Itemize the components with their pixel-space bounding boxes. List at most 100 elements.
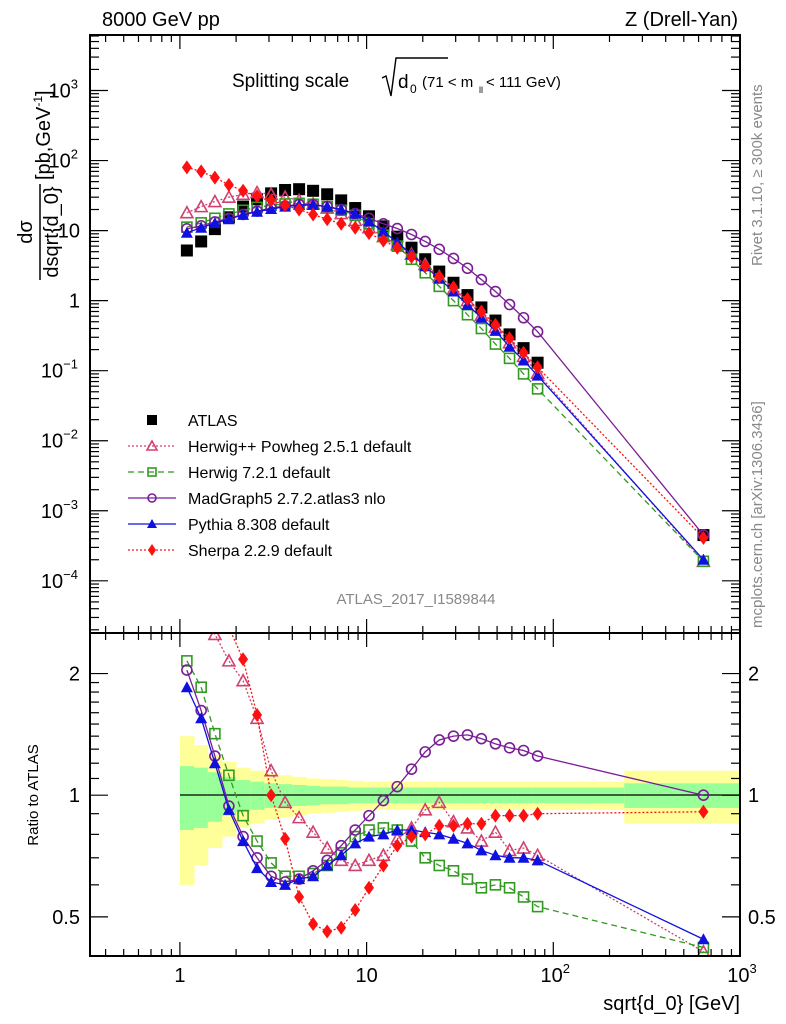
ylabel-unit: [pb,GeV-1]: [31, 90, 55, 180]
main-data-point: [322, 212, 333, 227]
main-data-point: [209, 170, 220, 185]
sqrt-symbol: [381, 57, 448, 97]
xtick-label: 103: [727, 961, 756, 987]
ratio-data-point: [461, 729, 474, 741]
ratio-data-point: [406, 829, 417, 844]
plot-title: Splitting scale: [232, 71, 349, 92]
main-data-point: [434, 269, 445, 284]
ratio-data-point: [363, 880, 374, 895]
title-tail: (71 < m: [422, 74, 473, 91]
main-data-point: [223, 177, 234, 192]
ratio-series-line: [213, 633, 704, 953]
ratio-data-point: [378, 858, 389, 873]
ratio-ytick-label-right: 0.5: [748, 907, 776, 929]
legend-marker: [147, 467, 157, 477]
main-data-point: [321, 188, 334, 201]
main-data-point: [207, 193, 223, 208]
ratio-data-point: [531, 854, 544, 866]
main-data-point: [476, 304, 487, 319]
ratio-data-point: [362, 830, 375, 842]
main-data-point: [447, 252, 460, 265]
ratio-data-point: [392, 838, 403, 853]
ratio-data-point: [489, 879, 502, 891]
main-data-point: [503, 298, 516, 311]
ratio-data-point: [461, 873, 474, 885]
main-data-point: [294, 202, 305, 217]
ratio-data-point: [434, 818, 445, 833]
ratio-series-3: [180, 681, 710, 945]
main-data-point: [180, 226, 193, 238]
ylabel-denominator: dsqrt{d_0}: [41, 186, 63, 278]
title-tail-end: < 111 GeV): [486, 74, 561, 91]
legend-item-5: Sherpa 2.2.9 default: [128, 543, 333, 560]
ratio-data-point: [294, 889, 305, 904]
ratio-data-point: [460, 820, 475, 834]
main-data-point: [532, 360, 543, 375]
ratio-data-point: [336, 920, 347, 935]
main-data-point: [489, 338, 502, 350]
ratio-band-inner: [207, 772, 223, 822]
ratio-data-point: [349, 824, 362, 836]
main-data-point: [222, 213, 235, 225]
mcplots-info: mcplots.cern.ch [arXiv:1306.3436]: [749, 401, 766, 628]
main-data-point: [362, 215, 375, 227]
legend-label: Pythia 8.308 default: [188, 517, 330, 534]
ratio-data-point: [279, 878, 292, 890]
ratio-data-point: [503, 881, 516, 894]
main-data-point: [280, 198, 291, 213]
x-axis-label: sqrt{d_0} [GeV]: [603, 993, 740, 1015]
main-series-1: [179, 184, 711, 568]
xtick-label: 10: [355, 965, 377, 987]
ratio-data-point: [419, 851, 431, 864]
main-data-point: [405, 228, 418, 241]
main-data-point: [208, 217, 221, 229]
ratio-series-0: [207, 633, 710, 956]
ratio-data-point: [321, 859, 334, 871]
main-series-line: [186, 166, 704, 539]
main-data-point: [503, 352, 516, 365]
main-data-point: [265, 187, 278, 200]
ratio-data-point: [698, 804, 709, 819]
ratio-data-point: [475, 881, 488, 894]
legend-label: Herwig 7.2.1 default: [188, 465, 331, 482]
legend-label: Sherpa 2.2.9 default: [188, 543, 333, 560]
main-data-point: [378, 233, 389, 248]
main-data-point: [181, 160, 192, 175]
ratio-data-point: [503, 851, 516, 863]
ratio-ytick-label-left: 1: [69, 785, 80, 807]
analysis-id: ATLAS_2017_I1589844: [336, 591, 495, 608]
main-data-point: [321, 200, 334, 212]
ratio-data-point: [238, 652, 249, 667]
main-data-point: [697, 553, 710, 565]
legend-marker: [148, 544, 156, 556]
ratio-data-point: [251, 862, 264, 874]
main-data-point: [531, 383, 544, 395]
ratio-data-point: [517, 851, 530, 863]
main-data-point: [517, 368, 530, 380]
main-data-point: [461, 262, 474, 275]
main-data-point: [698, 530, 709, 545]
ratio-data-point: [462, 816, 473, 831]
legend-label: Herwig++ Powheg 2.5.1 default: [188, 439, 412, 456]
ratio-data-point: [363, 809, 375, 822]
ratio-data-point: [377, 794, 390, 807]
legend-marker: [147, 493, 157, 503]
ratio-series-1: [181, 655, 710, 954]
ratio-data-point: [447, 730, 460, 742]
ratio-data-point: [180, 681, 193, 693]
main-data-point: [179, 205, 195, 219]
legend-item-0: ATLAS: [147, 413, 238, 430]
legend-marker: [145, 439, 159, 451]
ratio-data-point: [697, 933, 710, 945]
main-data-point: [307, 198, 320, 210]
main-data-point: [489, 285, 502, 298]
ratio-panel-bands: [179, 736, 741, 885]
title-symbol: d: [398, 72, 409, 93]
main-data-point: [252, 189, 263, 204]
main-panel-marks: [179, 160, 711, 568]
main-data-point: [518, 345, 529, 360]
main-data-point: [195, 235, 208, 248]
ratio-data-point: [475, 732, 488, 745]
xtick-label: 1: [174, 965, 185, 987]
